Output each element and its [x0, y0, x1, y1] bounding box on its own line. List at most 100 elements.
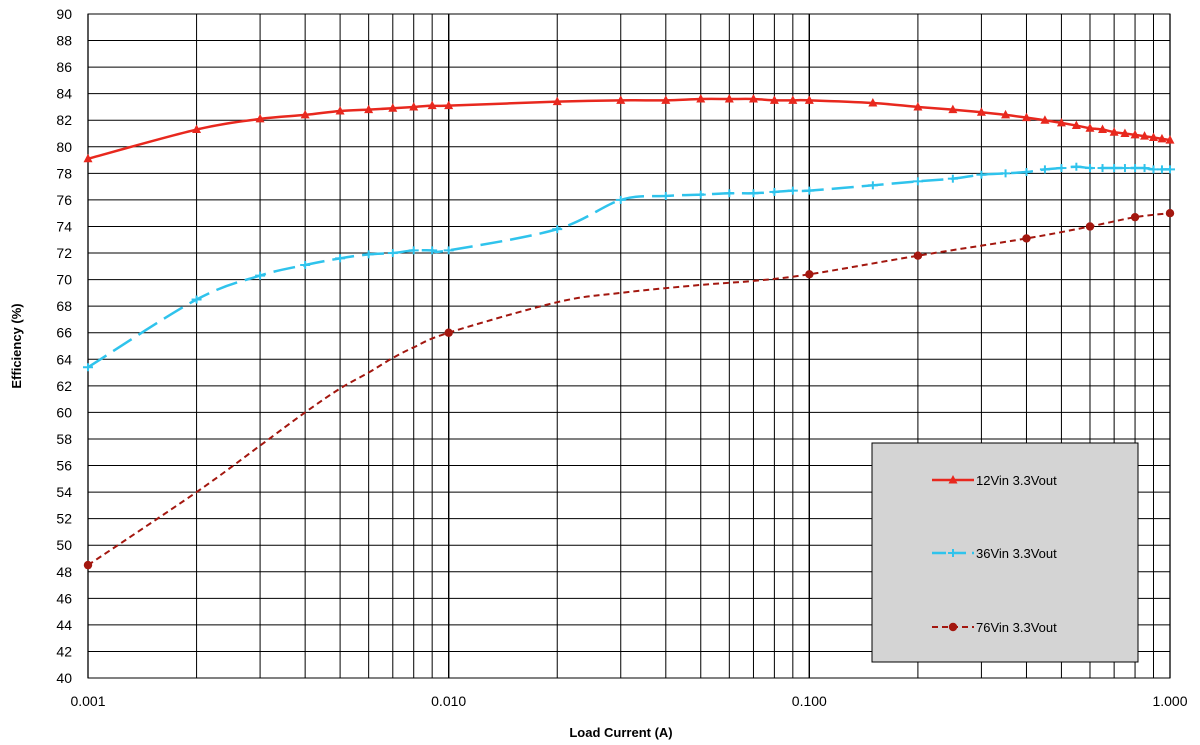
y-tick-label: 88: [56, 33, 72, 49]
data-point: [1109, 127, 1119, 136]
y-tick-label: 76: [56, 192, 72, 208]
data-point: [83, 153, 93, 163]
data-point: [616, 95, 626, 104]
data-point: [913, 251, 923, 260]
data-point: [1130, 212, 1140, 222]
data-point: [1097, 164, 1108, 173]
data-point: [695, 190, 706, 199]
y-tick-label: 66: [56, 325, 72, 341]
data-point: [1022, 234, 1031, 243]
data-point: [724, 189, 735, 198]
y-tick-label: 74: [56, 218, 72, 234]
data-point: [83, 363, 93, 372]
data-point: [363, 250, 374, 259]
y-tick-label: 40: [56, 670, 72, 686]
data-point: [1040, 115, 1050, 124]
data-point: [661, 95, 671, 104]
data-point: [1085, 123, 1095, 132]
data-point: [868, 97, 878, 107]
y-tick-label: 82: [56, 112, 72, 128]
series-3: [83, 209, 1175, 570]
legend-label: 76Vin 3.3Vout: [976, 620, 1057, 635]
legend-item: 76Vin 3.3Vout: [932, 620, 1057, 635]
data-point: [408, 246, 419, 255]
legend-marker: [948, 475, 958, 484]
data-point: [427, 246, 438, 255]
data-point: [1130, 129, 1140, 139]
data-point: [1056, 117, 1066, 127]
data-point: [748, 189, 759, 198]
data-point: [1157, 133, 1167, 143]
data-point: [1098, 124, 1108, 134]
series-line: [87, 212, 1171, 566]
data-point: [1000, 169, 1011, 178]
data-point: [1021, 112, 1031, 122]
x-axis-ticks: 0.001 0.010 0.100 1.000: [70, 693, 1187, 709]
legend-label: 36Vin 3.3Vout: [976, 546, 1057, 561]
data-point: [552, 225, 563, 234]
data-point: [1140, 131, 1150, 140]
data-point: [83, 560, 93, 570]
data-point: [1056, 164, 1067, 173]
data-point: [947, 174, 958, 183]
data-point: [300, 109, 310, 119]
data-point: [1039, 165, 1050, 174]
data-point: [787, 186, 798, 195]
data-point: [976, 170, 987, 179]
y-tick-label: 80: [56, 139, 72, 155]
data-point: [255, 271, 266, 280]
data-point: [804, 95, 814, 104]
data-point: [788, 95, 798, 104]
x-tick-label: 0.100: [792, 693, 827, 709]
data-point: [427, 100, 437, 110]
y-axis-title: Efficiency (%): [9, 303, 24, 388]
data-point: [1120, 128, 1130, 138]
data-point: [769, 95, 779, 104]
data-point: [1109, 164, 1120, 173]
data-point: [769, 187, 780, 196]
y-tick-label: 50: [56, 537, 72, 553]
y-tick-label: 64: [56, 351, 72, 367]
data-point: [255, 113, 265, 123]
y-tick-label: 52: [56, 511, 72, 527]
legend: 12Vin 3.3Vout 36Vin 3.3Vout 76Vin 3.3Vout: [871, 442, 1139, 663]
data-point: [192, 124, 202, 134]
y-tick-label: 68: [56, 298, 72, 314]
data-point: [443, 246, 454, 255]
y-tick-label: 86: [56, 59, 72, 75]
x-tick-label: 1.000: [1152, 693, 1187, 709]
y-tick-label: 60: [56, 404, 72, 420]
y-tick-label: 48: [56, 564, 72, 580]
x-tick-label: 0.001: [70, 693, 105, 709]
x-tick-label: 0.010: [431, 693, 466, 709]
data-point: [388, 103, 398, 112]
y-tick-label: 84: [56, 86, 72, 102]
data-point: [387, 249, 398, 258]
legend-box: [871, 442, 1139, 663]
x-axis-title: Load Current (A): [569, 725, 672, 740]
data-point: [1165, 209, 1175, 218]
y-tick-label: 44: [56, 617, 72, 633]
y-axis-ticks: 40 42 44 46 48 50 52 54 56 58 60 62 64 66 68 70 72 74 76 78…: [56, 6, 72, 686]
y-tick-label: 56: [56, 458, 72, 474]
data-point: [335, 105, 345, 115]
data-point: [804, 186, 815, 195]
y-tick-label: 54: [56, 484, 72, 500]
series-2: [83, 162, 1175, 372]
data-point: [724, 93, 734, 103]
y-tick-label: 72: [56, 245, 72, 261]
data-point: [1021, 168, 1032, 177]
data-point: [444, 328, 453, 337]
data-point: [615, 195, 626, 204]
data-point: [1071, 162, 1082, 171]
data-point: [335, 254, 346, 263]
data-point: [1148, 132, 1158, 142]
data-point: [1084, 164, 1095, 173]
data-point: [1165, 165, 1175, 174]
y-tick-label: 58: [56, 431, 72, 447]
data-point: [748, 93, 758, 103]
series-1: [83, 93, 1175, 163]
data-point: [805, 270, 814, 279]
data-point: [976, 107, 986, 116]
